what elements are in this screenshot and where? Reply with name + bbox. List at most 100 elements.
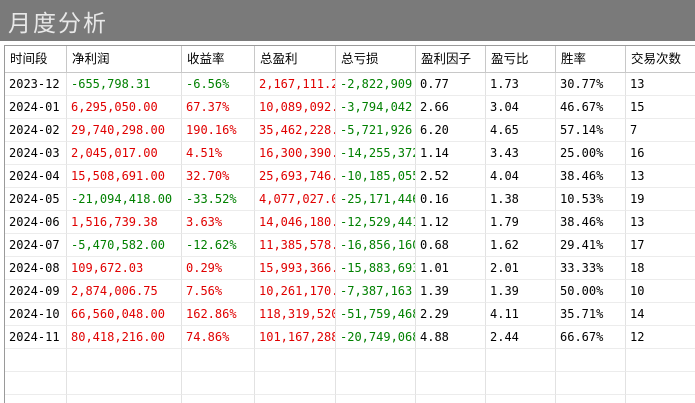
empty-table-row[interactable]	[5, 395, 695, 403]
cell-period: 2023-12	[5, 73, 67, 96]
cell-gross-profit: 14,046,180.	[255, 211, 336, 234]
column-header-profit-factor[interactable]: 盈利因子	[416, 46, 486, 72]
column-header-gross-loss[interactable]: 总亏损	[336, 46, 416, 72]
cell-return-rate: -33.52%	[182, 188, 255, 211]
cell-return-rate: 3.63%	[182, 211, 255, 234]
table-row[interactable]: 2024-01 6,295,050.00 67.37% 10,089,092. -3,7…	[5, 96, 695, 119]
cell-return-rate: 4.51%	[182, 142, 255, 165]
cell-profit-factor: 0.16	[416, 188, 486, 211]
cell-return-rate	[182, 372, 255, 395]
cell-period: 2024-09	[5, 280, 67, 303]
table-body: 2023-12 -655,798.31 -6.56% 2,167,111.2 -2,82…	[5, 73, 695, 403]
cell-gross-loss	[336, 349, 416, 372]
cell-trade-count: 19	[626, 188, 695, 211]
cell-trade-count: 7	[626, 119, 695, 142]
cell-win-loss-ratio: 4.65	[486, 119, 556, 142]
title-bar: 月度分析	[0, 0, 695, 41]
table-row[interactable]: 2024-04 15,508,691.00 32.70% 25,693,746. -10…	[5, 165, 695, 188]
cell-net-profit: -655,798.31	[67, 73, 182, 96]
table-row[interactable]: 2024-08 109,672.03 0.29% 15,993,366. -15,883…	[5, 257, 695, 280]
cell-win-rate: 10.53%	[556, 188, 626, 211]
cell-period: 2024-01	[5, 96, 67, 119]
cell-profit-factor: 1.01	[416, 257, 486, 280]
cell-period: 2024-07	[5, 234, 67, 257]
cell-trade-count: 13	[626, 211, 695, 234]
cell-win-rate: 30.77%	[556, 73, 626, 96]
cell-return-rate: 74.86%	[182, 326, 255, 349]
cell-net-profit: 109,672.03	[67, 257, 182, 280]
column-header-win-rate[interactable]: 胜率	[556, 46, 626, 72]
cell-gross-loss: -3,794,042.	[336, 96, 416, 119]
cell-gross-profit	[255, 372, 336, 395]
cell-net-profit: 80,418,216.00	[67, 326, 182, 349]
cell-profit-factor: 0.68	[416, 234, 486, 257]
cell-trade-count: 18	[626, 257, 695, 280]
cell-profit-factor: 2.29	[416, 303, 486, 326]
cell-return-rate: 190.16%	[182, 119, 255, 142]
cell-win-rate: 38.46%	[556, 211, 626, 234]
cell-trade-count: 13	[626, 165, 695, 188]
cell-period	[5, 395, 67, 403]
table-row[interactable]: 2024-09 2,874,006.75 7.56% 10,261,170. -7,38…	[5, 280, 695, 303]
cell-period: 2024-06	[5, 211, 67, 234]
cell-trade-count: 15	[626, 96, 695, 119]
table-row[interactable]: 2024-02 29,740,298.00 190.16% 35,462,228. -5…	[5, 119, 695, 142]
cell-profit-factor: 1.14	[416, 142, 486, 165]
empty-table-row[interactable]	[5, 349, 695, 372]
cell-return-rate: 7.56%	[182, 280, 255, 303]
column-header-win-loss-ratio[interactable]: 盈亏比	[486, 46, 556, 72]
cell-gross-loss: -10,185,055	[336, 165, 416, 188]
cell-gross-profit: 101,167,288	[255, 326, 336, 349]
cell-trade-count: 16	[626, 142, 695, 165]
cell-period: 2024-05	[5, 188, 67, 211]
cell-win-rate	[556, 349, 626, 372]
cell-win-loss-ratio: 1.38	[486, 188, 556, 211]
cell-return-rate	[182, 349, 255, 372]
cell-net-profit	[67, 395, 182, 403]
cell-trade-count: 12	[626, 326, 695, 349]
table-row[interactable]: 2023-12 -655,798.31 -6.56% 2,167,111.2 -2,82…	[5, 73, 695, 96]
cell-gross-profit: 15,993,366.	[255, 257, 336, 280]
table-row[interactable]: 2024-07 -5,470,582.00 -12.62% 11,385,578. -1…	[5, 234, 695, 257]
cell-return-rate: -6.56%	[182, 73, 255, 96]
window-title: 月度分析	[8, 11, 108, 37]
cell-gross-profit: 10,261,170.	[255, 280, 336, 303]
column-header-trade-count[interactable]: 交易次数	[626, 46, 695, 72]
cell-gross-loss: -20,749,068	[336, 326, 416, 349]
cell-profit-factor	[416, 349, 486, 372]
cell-period: 2024-10	[5, 303, 67, 326]
table-row[interactable]: 2024-05 -21,094,418.00 -33.52% 4,077,027.0-…	[5, 188, 695, 211]
cell-win-rate: 38.46%	[556, 165, 626, 188]
empty-table-row[interactable]	[5, 372, 695, 395]
cell-gross-profit: 35,462,228.	[255, 119, 336, 142]
cell-gross-loss	[336, 372, 416, 395]
cell-period	[5, 349, 67, 372]
cell-return-rate: 67.37%	[182, 96, 255, 119]
cell-profit-factor: 2.52	[416, 165, 486, 188]
cell-gross-profit: 25,693,746.	[255, 165, 336, 188]
cell-gross-profit: 4,077,027.0	[255, 188, 336, 211]
cell-net-profit	[67, 349, 182, 372]
table-row[interactable]: 2024-06 1,516,739.38 3.63% 14,046,180. -12,5…	[5, 211, 695, 234]
column-header-period[interactable]: 时间段	[5, 46, 67, 72]
cell-trade-count: 13	[626, 73, 695, 96]
column-header-gross-profit[interactable]: 总盈利	[255, 46, 336, 72]
cell-gross-loss: -14,255,372	[336, 142, 416, 165]
cell-net-profit: 1,516,739.38	[67, 211, 182, 234]
monthly-analysis-table[interactable]: 时间段 净利润 收益率 总盈利 总亏损 盈利因子 盈亏比 胜率 交易次数 202…	[4, 45, 695, 403]
cell-win-rate: 25.00%	[556, 142, 626, 165]
table-row[interactable]: 2024-03 2,045,017.00 4.51% 16,300,390. -14,2…	[5, 142, 695, 165]
column-header-net-profit[interactable]: 净利润	[67, 46, 182, 72]
cell-net-profit: 2,045,017.00	[67, 142, 182, 165]
cell-trade-count	[626, 395, 695, 403]
cell-profit-factor	[416, 395, 486, 403]
table-row[interactable]: 2024-11 80,418,216.00 74.86% 101,167,288 -20…	[5, 326, 695, 349]
cell-profit-factor: 6.20	[416, 119, 486, 142]
column-header-return-rate[interactable]: 收益率	[182, 46, 255, 72]
cell-profit-factor: 2.66	[416, 96, 486, 119]
cell-trade-count: 10	[626, 280, 695, 303]
table-row[interactable]: 2024-10 66,560,048.00 162.86% 118,319,520 -5…	[5, 303, 695, 326]
cell-period: 2024-02	[5, 119, 67, 142]
cell-net-profit	[67, 372, 182, 395]
